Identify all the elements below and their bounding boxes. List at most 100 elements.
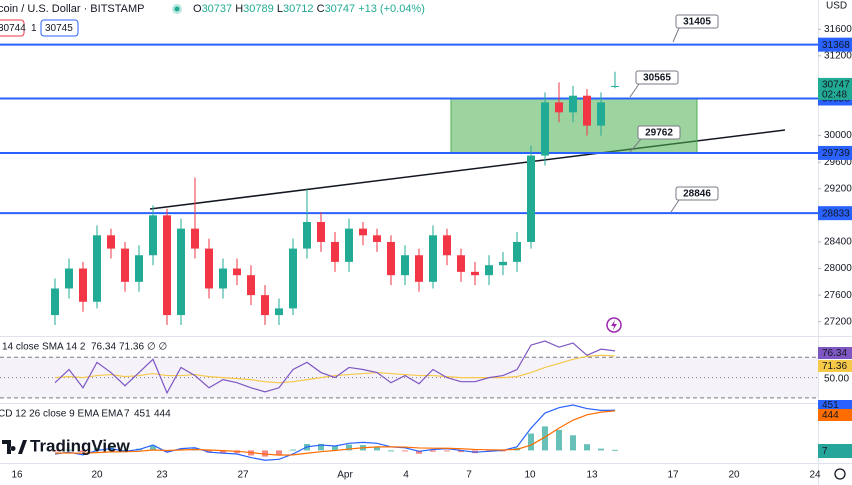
candle-body (345, 228, 353, 262)
histogram-bar (458, 450, 464, 453)
legend-value: 71.36 (119, 342, 144, 353)
legend-value: 76.34 (91, 342, 116, 353)
histogram-bar (542, 426, 548, 451)
histogram-bar (318, 443, 324, 451)
bid-box[interactable] (0, 19, 25, 37)
last-price: 30747 (822, 80, 850, 91)
level-label: 31368 (822, 40, 850, 51)
candle-body (583, 95, 591, 126)
candle-body (275, 308, 283, 316)
x-tick-label: 13 (586, 470, 598, 481)
candle-body (289, 248, 297, 309)
change: +13 (+0.04%) (358, 3, 425, 15)
legend-empty: ∅ ∅ (147, 342, 167, 353)
histogram-bar (332, 445, 338, 451)
candle-body (485, 265, 493, 276)
histogram-bar (94, 448, 100, 451)
x-tick-label: 20 (91, 470, 103, 481)
candle-body (387, 241, 395, 276)
histogram-bar (290, 449, 296, 451)
callout-box (635, 70, 679, 85)
last-value: 76.34 (822, 348, 847, 359)
candle-body (205, 248, 213, 289)
x-tick-label: 4 (403, 470, 409, 481)
y-tick-label: 28400 (824, 237, 852, 248)
candle-body (107, 235, 115, 249)
last-value-bg (818, 400, 852, 410)
histogram-bar (80, 450, 86, 453)
level-label-bg (818, 145, 852, 160)
histogram-bar (444, 450, 450, 452)
x-tick-label: Apr (337, 470, 353, 481)
ask-box[interactable] (40, 19, 79, 37)
candle-body (177, 228, 185, 316)
ohlc-key: C (317, 3, 325, 15)
callout-label: 30565 (643, 73, 671, 84)
logo-mark (2, 440, 27, 454)
y-tick-label: 31600 (824, 24, 852, 35)
ask: 30745 (45, 23, 73, 34)
status-dot (174, 6, 180, 12)
brand-name: TradingView (30, 436, 131, 455)
candle-body (93, 235, 101, 302)
y-tick-label: 27200 (824, 316, 852, 327)
candle-body (65, 268, 73, 289)
histogram-bar (570, 435, 576, 451)
candle-body (163, 215, 171, 316)
alert-icon (606, 317, 622, 333)
candle-body (233, 268, 241, 276)
callout-box (675, 14, 719, 29)
candle-body (597, 102, 605, 126)
header: coin / U.S. Dollar · BITSTAMP O30737 H30… (0, 0, 640, 38)
ohlc-value: 30747 (325, 3, 356, 15)
x-tick-label: 24 (809, 470, 821, 481)
y-tick-label: 28000 (824, 263, 852, 274)
countdown: 02:48 (822, 90, 847, 101)
candle-body (429, 235, 437, 282)
candle-body (51, 288, 59, 316)
level-label: 28833 (822, 208, 850, 219)
histogram-bar (276, 450, 282, 455)
ohlc: O30737 H30789 L30712 C30747 +13 (+0.04%) (193, 3, 425, 15)
candle-body (527, 155, 535, 242)
histogram-bar (122, 449, 128, 451)
histogram-bar (164, 450, 170, 453)
ohlc-value: 30712 (283, 3, 314, 15)
histogram-bar (150, 445, 156, 451)
x-tick-label: 23 (156, 470, 168, 481)
histogram-bar (66, 449, 72, 451)
callout-pointer (670, 199, 680, 213)
histogram-bar (528, 433, 534, 451)
x-tick-label: 10 (524, 470, 536, 481)
x-tick-label: 27 (237, 470, 249, 481)
last-value-bg (818, 347, 852, 359)
level-label: 29739 (822, 148, 850, 159)
candle-body (191, 228, 199, 249)
header-bg (0, 0, 640, 38)
x-tick-label: 16 (11, 470, 23, 481)
callout-box (637, 125, 681, 140)
histogram-bar (612, 449, 618, 451)
candle-body (247, 275, 255, 296)
symbol: coin / U.S. Dollar · BITSTAMP (0, 3, 145, 15)
indicator-title: CD 12 26 close 9 EMA EMA (0, 409, 123, 420)
x-tick-label: 7 (466, 470, 472, 481)
candle-body (513, 241, 521, 262)
currency: USD (826, 1, 847, 12)
callout-pointer (629, 138, 642, 153)
histogram-bar (402, 450, 408, 452)
rsi-line (54, 340, 616, 395)
candle-body (331, 241, 339, 262)
settings-icon[interactable] (834, 468, 846, 480)
ohlc-key: O (193, 3, 202, 15)
candle-body (373, 235, 381, 242)
y-tick-label: 29600 (824, 157, 852, 168)
candle-body (135, 255, 143, 282)
candle-body (415, 255, 423, 282)
candle-body (471, 271, 479, 276)
last-value: 7 (822, 446, 828, 457)
y-tick-label: 27600 (824, 290, 852, 301)
candle-body (499, 261, 507, 266)
